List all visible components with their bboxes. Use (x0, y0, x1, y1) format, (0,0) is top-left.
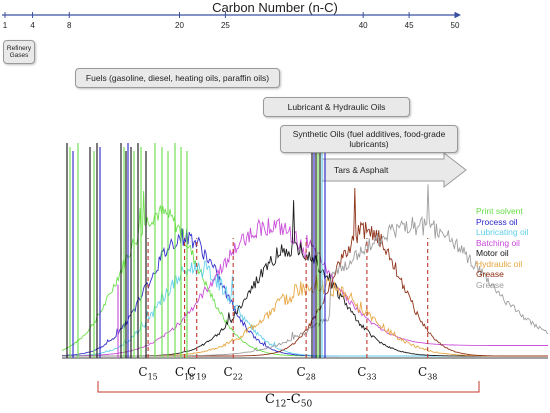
series-line-3 (62, 217, 548, 357)
tick-label: 50 (450, 21, 460, 30)
category-box: Refinery Gases (3, 40, 35, 64)
tars-arrow-box (321, 151, 467, 189)
legend-item-3: Batching oil (476, 237, 520, 248)
legend-item-5: Hydraulic oil (476, 258, 523, 269)
carbon-label-33: C33 (357, 365, 377, 382)
tick-label: 40 (358, 21, 368, 30)
tick-label: 8 (67, 21, 72, 30)
legend-item-2: Lubricating oil (476, 227, 529, 237)
legend-item-0: Print solvent (476, 206, 523, 216)
legend-item-1: Process oil (476, 216, 518, 227)
category-box: Lubricant & Hydraulic Oils (263, 97, 410, 117)
legend-item-4: Motor oil (476, 248, 509, 258)
tick-label: 4 (30, 21, 35, 30)
range-bracket (97, 381, 480, 393)
axis-title: Carbon Number (n-C) (212, 0, 338, 15)
carbon-label-15: C15 (138, 365, 158, 382)
carbon-axis-arrow (455, 12, 461, 18)
carbon-label-22: C22 (223, 365, 243, 382)
legend-item-7: Grease (476, 279, 504, 290)
series-line-7 (62, 184, 549, 357)
carbon-label-28: C28 (296, 365, 316, 382)
tick-label: 45 (404, 21, 414, 30)
tick-label: 20 (175, 21, 184, 30)
legend: Print solvent Process oil Lubricating oil B… (476, 206, 528, 290)
legend-item-6: Grease (476, 269, 504, 279)
range-label: C12-C50 (265, 392, 313, 410)
category-box: Synthetic Oils (fuel additives, food-gra… (280, 125, 458, 153)
tick-label: 25 (220, 21, 230, 30)
carbon-label-38: C38 (418, 365, 438, 382)
category-box: Fuels (gasoline, diesel, heating oils, p… (75, 68, 280, 88)
tick-label: 1 (2, 21, 8, 30)
carbon-label-18: C18 (174, 365, 195, 382)
category-label: Tars & Asphalt (334, 165, 389, 175)
carbon-label-19: C19 (187, 365, 207, 382)
